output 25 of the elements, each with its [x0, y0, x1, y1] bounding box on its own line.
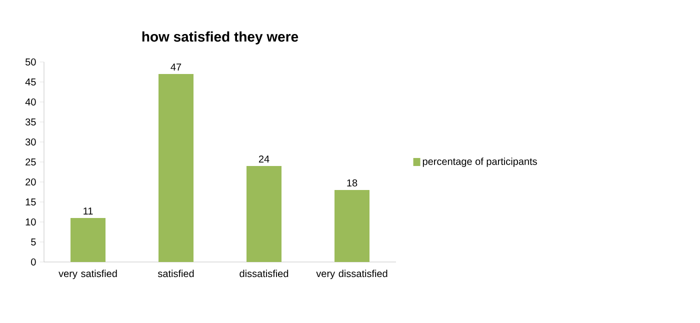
- x-tick-label: very dissatisfied: [316, 270, 388, 280]
- y-tick-label: 30: [25, 138, 36, 146]
- chart-title: how satisfied they were: [142, 31, 298, 44]
- data-label: 11: [84, 208, 93, 214]
- bar: [158, 74, 194, 262]
- data-label: 24: [258, 155, 270, 162]
- x-tick-label: very satisfied: [58, 270, 117, 280]
- data-label: 47: [170, 64, 182, 70]
- y-tick-label: 20: [26, 178, 36, 186]
- legend-label: percentage of participants: [422, 158, 537, 167]
- x-tick-label: satisfied: [158, 270, 194, 278]
- bar: [334, 190, 370, 262]
- y-tick-label: 15: [26, 198, 36, 206]
- y-tick-label: 50: [26, 58, 36, 66]
- y-tick-label: 40: [25, 98, 36, 106]
- y-tick-label: 0: [31, 258, 36, 266]
- y-tick-label: 10: [26, 218, 36, 226]
- y-tick-label: 35: [25, 118, 36, 126]
- x-tick-label: dissatisfied: [240, 270, 288, 278]
- bar: [70, 218, 106, 262]
- data-label: 18: [347, 179, 358, 186]
- bar: [246, 166, 282, 262]
- y-tick-label: 25: [26, 158, 36, 166]
- y-tick-label: 5: [31, 238, 36, 246]
- y-tick-label: 45: [25, 78, 36, 86]
